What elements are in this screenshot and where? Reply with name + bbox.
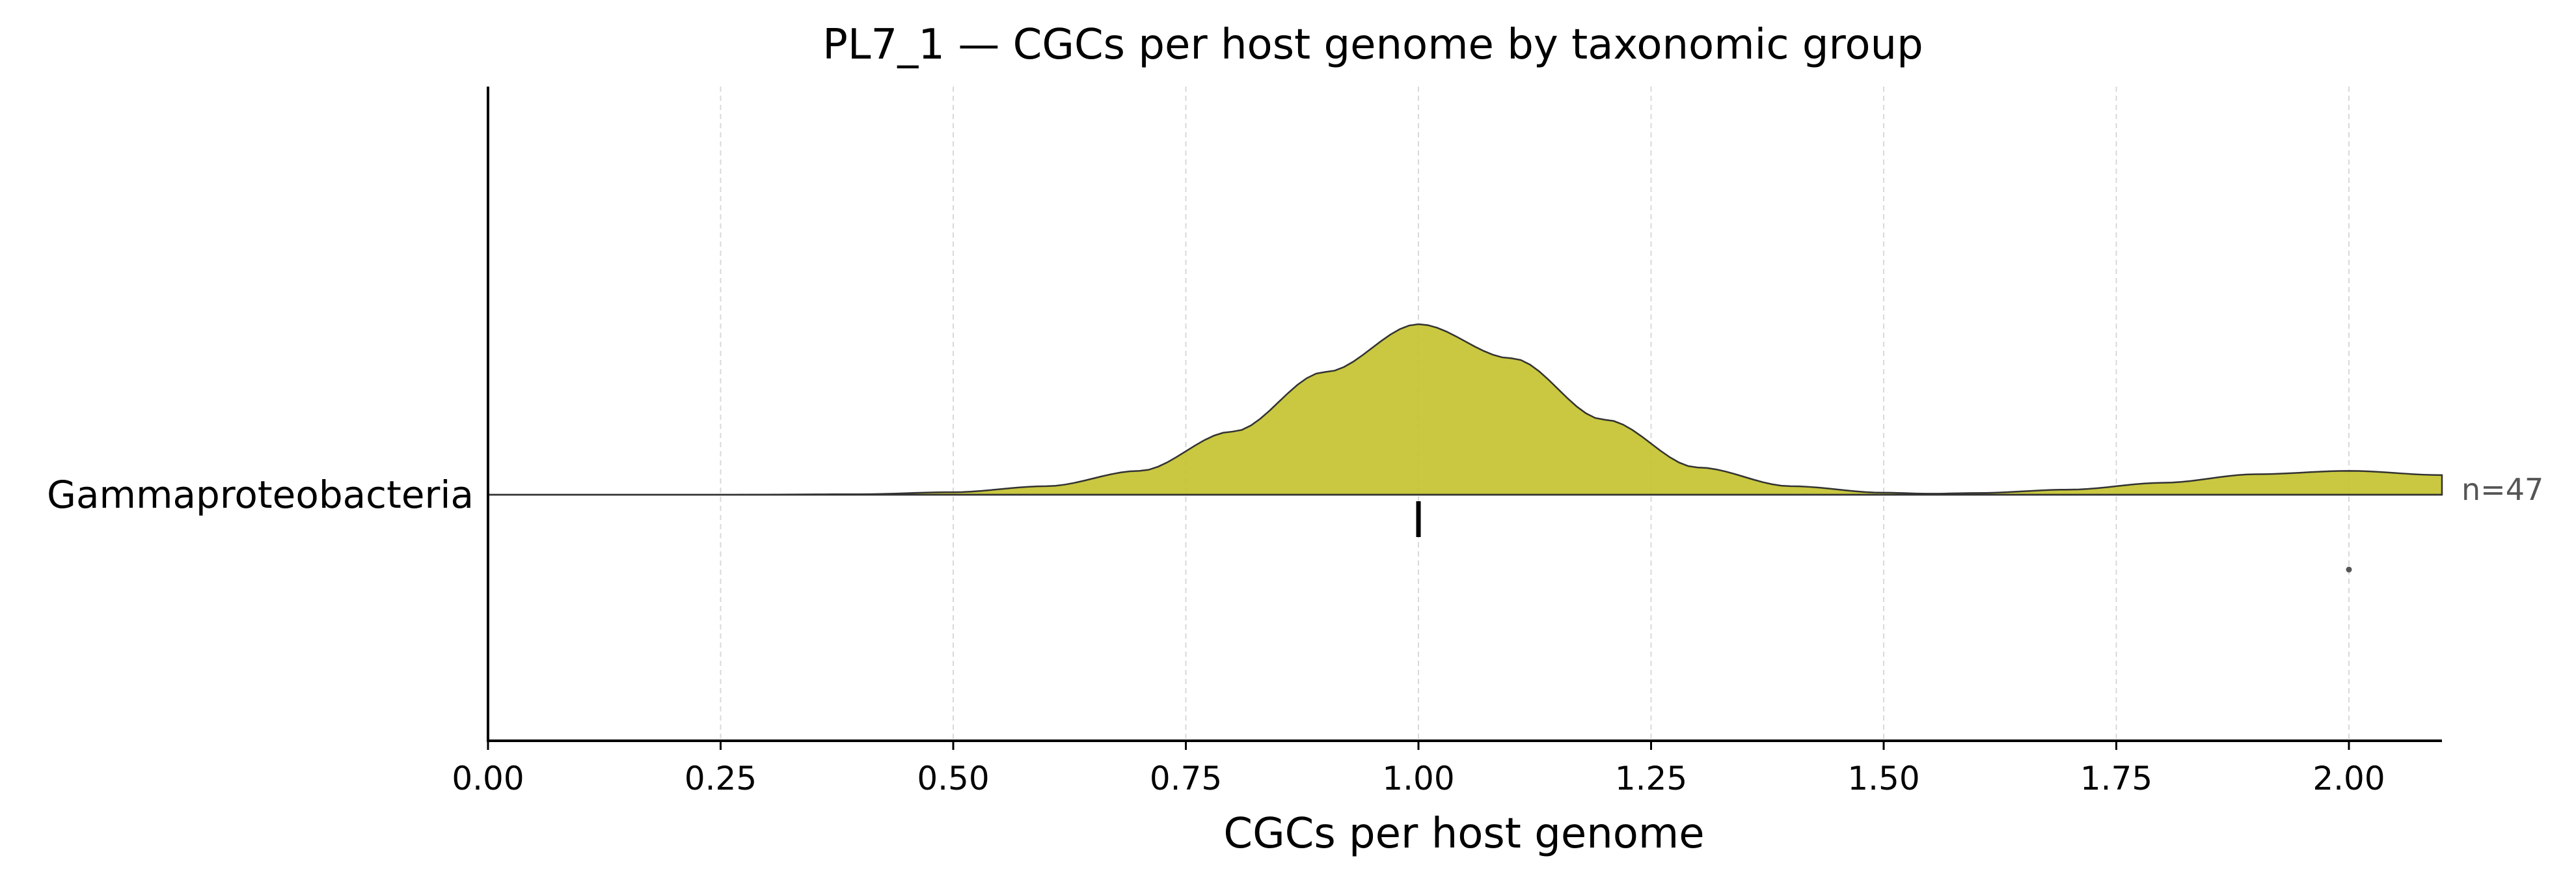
density-area	[488, 323, 2443, 496]
x-tick-label: 2.00	[2312, 760, 2385, 797]
chart-title: PL7_1 — CGCs per host genome by taxonomi…	[822, 21, 1923, 69]
n-label: n=47	[2461, 472, 2543, 507]
ridges: Gammaproteobacteria n=47	[47, 323, 2543, 573]
category-label: Gammaproteobacteria	[47, 473, 474, 517]
x-tick-label: 1.50	[1847, 760, 1919, 797]
x-ticks: 0.00 0.25 0.50 0.75 1.00 1.25 1.50 1.75 2.00	[452, 741, 2385, 797]
x-axis-label: CGCs per host genome	[1223, 810, 1704, 858]
outlier-point	[2346, 566, 2352, 573]
x-tick-label: 0.25	[685, 760, 757, 797]
x-tick-label: 0.00	[452, 760, 524, 797]
x-tick-label: 0.50	[917, 760, 989, 797]
x-tick-label: 1.25	[1615, 760, 1687, 797]
ridge-group: Gammaproteobacteria n=47	[47, 323, 2543, 573]
x-tick-label: 1.75	[2080, 760, 2152, 797]
x-tick-label: 1.00	[1382, 760, 1454, 797]
x-tick-label: 0.75	[1150, 760, 1222, 797]
